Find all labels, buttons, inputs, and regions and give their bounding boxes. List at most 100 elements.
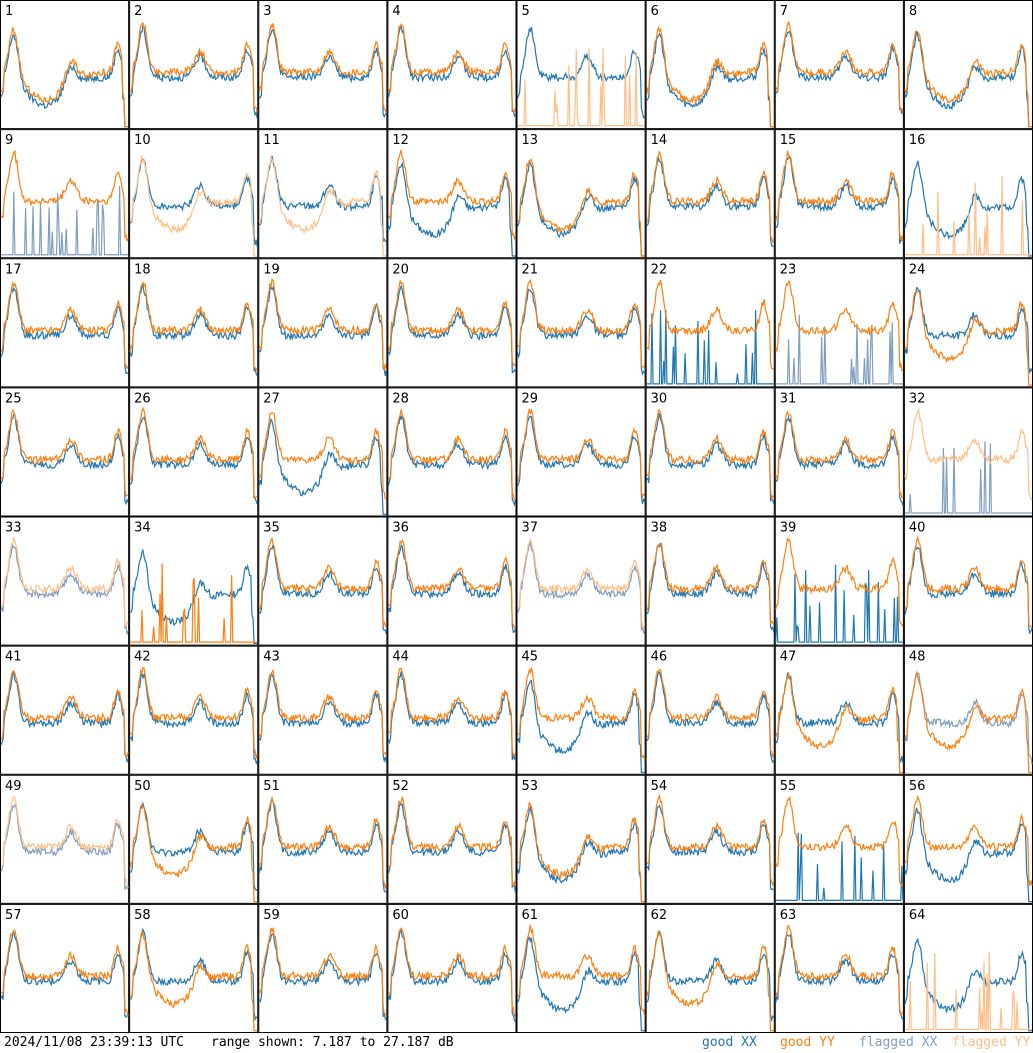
series-xx-line (1, 186, 129, 256)
series-xx-line (0, 670, 129, 764)
series-xx-line (904, 545, 1033, 635)
panel-frame (516, 645, 646, 775)
series-yy-line (0, 280, 129, 370)
series-yy-line (775, 150, 904, 242)
panel-number: 56 (909, 779, 926, 794)
panel-frame (903, 903, 1033, 1033)
panel-frame (258, 645, 388, 775)
panel-number: 19 (263, 262, 280, 277)
series-xx-line (129, 801, 258, 891)
panel-number: 14 (651, 133, 668, 148)
panel-frame (387, 387, 517, 517)
panel-frame (903, 0, 1033, 130)
panel-59: 59 (258, 903, 388, 1033)
panel-number: 48 (909, 650, 926, 665)
panel-10: 10 (129, 129, 259, 259)
panel-number: 53 (522, 779, 539, 794)
panel-number: 4 (392, 4, 400, 19)
panel-number: 42 (134, 650, 151, 665)
series-yy-line (129, 280, 258, 372)
series-yy-line (517, 407, 645, 499)
series-xx-line (387, 671, 517, 761)
series-yy-line (646, 793, 775, 887)
panel-number: 18 (134, 262, 151, 277)
series-yy-line (646, 409, 775, 501)
legend-flagged-xx: flagged XX (859, 1035, 938, 1050)
panel-number: 59 (263, 908, 280, 923)
panel-number: 33 (5, 521, 22, 536)
series-yy-line (130, 563, 258, 643)
panel-number: 43 (263, 650, 280, 665)
panel-30: 30 (645, 387, 775, 517)
panel-number: 6 (651, 4, 659, 19)
series-yy-line (775, 280, 904, 372)
panel-frame (129, 774, 259, 904)
series-yy-line (258, 412, 387, 500)
panel-number: 54 (651, 779, 668, 794)
panel-number: 62 (651, 908, 668, 923)
panel-number: 27 (263, 391, 280, 406)
series-yy-line (258, 155, 387, 257)
panel-1: 1 (0, 0, 130, 130)
panel-29: 29 (516, 387, 646, 517)
panel-12: 12 (387, 129, 517, 259)
panel-number: 9 (5, 133, 13, 148)
panel-55: 55 (774, 774, 904, 904)
panel-15: 15 (774, 129, 904, 259)
series-xx-line (129, 671, 258, 765)
legend-good-yy: good YY (780, 1035, 835, 1050)
panel-number: 22 (651, 262, 668, 277)
panel-number: 25 (5, 391, 22, 406)
panel-53: 53 (516, 774, 646, 904)
panel-4: 4 (387, 0, 517, 130)
panel-frame (516, 129, 646, 259)
series-yy-line (0, 149, 129, 242)
series-yy-line (517, 537, 646, 631)
series-yy-line (904, 670, 1032, 774)
panel-9: 9 (0, 129, 130, 259)
series-xx-line (387, 414, 517, 507)
panel-number: 63 (780, 908, 797, 923)
series-yy-line (258, 277, 387, 371)
series-xx-line (646, 412, 775, 504)
series-yy-line (517, 47, 645, 127)
series-yy-line (517, 801, 645, 903)
panel-number: 11 (263, 133, 280, 148)
panel-number: 37 (522, 521, 539, 536)
panel-number: 13 (522, 133, 539, 148)
panel-21: 21 (516, 258, 646, 388)
panel-20: 20 (387, 258, 517, 388)
panel-number: 61 (522, 908, 539, 923)
panel-22: 22 (645, 258, 775, 388)
panel-8: 8 (903, 0, 1033, 130)
panel-43: 43 (258, 645, 388, 775)
panel-number: 64 (909, 908, 926, 923)
panel-34: 34 (129, 516, 259, 646)
panel-46: 46 (645, 645, 775, 775)
series-yy-line (0, 537, 129, 628)
series-yy-line (0, 27, 129, 128)
series-xx-line (904, 807, 1032, 903)
panel-frame (0, 645, 130, 775)
panel-number: 16 (909, 133, 926, 148)
series-yy-line (387, 538, 516, 630)
series-xx-line (904, 286, 1033, 375)
series-xx-line (775, 30, 904, 115)
panel-52: 52 (387, 774, 517, 904)
series-xx-line (516, 540, 646, 634)
series-yy-line (517, 924, 646, 1017)
panel-number: 36 (392, 521, 409, 536)
series-xx-line (387, 543, 517, 634)
panel-number: 30 (651, 391, 668, 406)
panel-frame (258, 903, 388, 1033)
panel-frame (129, 258, 259, 388)
series-xx-line (516, 805, 645, 903)
series-yy-line (129, 155, 258, 257)
panel-number: 41 (5, 650, 22, 665)
series-xx-line (387, 284, 516, 374)
series-yy-line (517, 278, 646, 368)
panel-51: 51 (258, 774, 388, 904)
panel-number: 17 (5, 262, 22, 277)
panel-frame (516, 516, 646, 646)
panel-63: 63 (774, 903, 904, 1033)
